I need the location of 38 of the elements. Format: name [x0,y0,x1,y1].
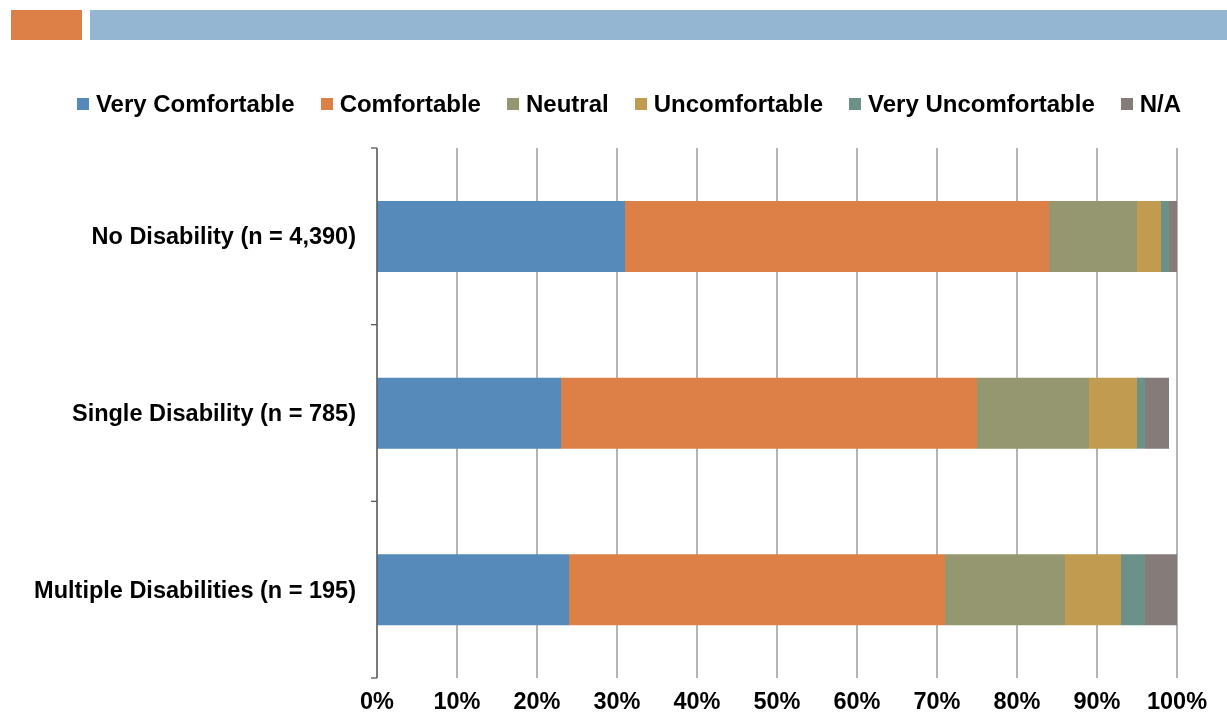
bar [1137,201,1161,272]
legend-label: N/A [1139,90,1182,118]
bar [1145,377,1169,449]
x-tick-label: 60% [833,687,881,714]
bar [569,554,945,626]
bar [1169,201,1177,272]
bar [1049,201,1137,272]
y-tick-label: No Disability (n = 4,390) [91,223,356,250]
x-tick-label: 10% [433,687,481,714]
bar [377,554,569,626]
bar [625,201,1049,272]
legend-label: Very Comfortable [95,90,295,118]
bar [1121,554,1145,626]
legend-label: Comfortable [339,90,481,118]
x-tick-label: 0% [360,687,395,714]
x-tick-label: 40% [673,687,721,714]
bar [1161,201,1169,272]
bar [561,377,977,449]
legend-label: Uncomfortable [653,90,824,118]
bar [1137,377,1145,449]
bar [1089,377,1137,449]
x-tick-label: 100% [1146,687,1208,714]
x-tick-label: 50% [753,687,801,714]
bar [1145,554,1177,626]
y-tick-label: Single Disability (n = 785) [71,400,356,426]
legend-label: Neutral [525,90,609,118]
y-tick-label: Multiple Disabilities (n = 195) [34,576,356,603]
bar [945,554,1065,626]
x-tick-label: 70% [913,687,961,714]
x-tick-label: 20% [513,687,561,714]
x-tick-label: 90% [1073,687,1121,714]
bar [1065,554,1121,626]
x-tick-label: 30% [593,687,641,714]
bar [377,377,561,449]
legend-label: Very Uncomfortable [868,90,1095,118]
bar [377,201,625,272]
bar [977,377,1089,449]
x-tick-label: 80% [993,687,1041,714]
